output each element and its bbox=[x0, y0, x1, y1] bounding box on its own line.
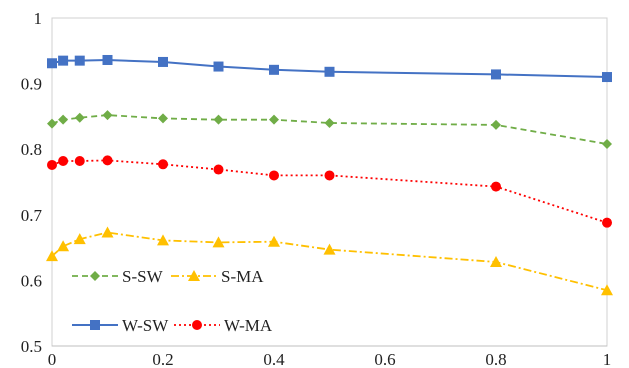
data-point-w-sw bbox=[58, 55, 69, 66]
data-point-s-ma bbox=[157, 234, 169, 246]
data-point-w-ma bbox=[158, 159, 168, 170]
y-tick-label: 0.6 bbox=[21, 271, 42, 290]
data-point-w-ma bbox=[269, 170, 279, 181]
data-point-w-sw bbox=[269, 64, 279, 75]
legend-item-w-ma: W-MA bbox=[174, 316, 273, 335]
data-point-s-ma bbox=[101, 226, 114, 238]
data-point-s-sw bbox=[58, 114, 69, 125]
data-point-w-ma bbox=[324, 170, 335, 181]
series-s-sw bbox=[47, 110, 612, 149]
data-point-w-sw bbox=[324, 66, 335, 77]
legend-marker-s-ma bbox=[188, 270, 200, 281]
series-s-ma bbox=[46, 226, 613, 296]
y-tick-label: 0.9 bbox=[21, 75, 42, 94]
y-axis-ticks: 0.5 0.6 0.7 0.8 0.9 1 bbox=[21, 9, 43, 356]
data-point-s-ma bbox=[46, 250, 58, 262]
data-point-w-ma bbox=[602, 217, 612, 228]
data-point-s-sw bbox=[158, 113, 168, 124]
data-point-s-ma bbox=[73, 233, 86, 245]
data-point-w-ma bbox=[74, 156, 85, 167]
data-point-s-sw bbox=[74, 112, 85, 123]
legend-label: W-MA bbox=[224, 316, 273, 335]
data-point-w-sw bbox=[213, 61, 224, 72]
data-point-s-ma bbox=[268, 235, 280, 247]
legend-marker-s-sw bbox=[90, 271, 100, 281]
data-point-w-sw bbox=[158, 56, 168, 67]
x-tick-label: 0 bbox=[48, 350, 57, 368]
x-tick-label: 0.6 bbox=[374, 350, 395, 368]
data-point-s-sw bbox=[269, 114, 279, 125]
y-tick-label: 0.8 bbox=[21, 140, 42, 159]
x-tick-label: 1 bbox=[603, 350, 612, 368]
data-point-s-sw bbox=[47, 118, 57, 129]
series-line-s-sw bbox=[51, 114, 608, 145]
series-layer bbox=[46, 54, 613, 296]
series-line-w-ma bbox=[51, 159, 608, 224]
x-axis-ticks: 0 0.2 0.4 0.6 0.8 1 bbox=[48, 350, 612, 368]
legend-marker-w-sw bbox=[90, 320, 100, 330]
data-point-s-sw bbox=[602, 138, 612, 149]
data-point-s-sw bbox=[213, 114, 224, 125]
y-tick-label: 0.7 bbox=[21, 206, 43, 225]
data-point-w-ma bbox=[102, 155, 113, 166]
legend: S-SW S-MA W-SW W-MA bbox=[72, 267, 273, 335]
plot-frame bbox=[51, 17, 608, 347]
y-tick-label: 1 bbox=[34, 9, 43, 28]
legend-label: S-SW bbox=[122, 267, 164, 286]
series-line-w-sw bbox=[51, 58, 608, 78]
x-tick-label: 0.2 bbox=[152, 350, 173, 368]
data-point-s-ma bbox=[323, 243, 336, 255]
data-point-w-sw bbox=[47, 58, 57, 69]
series-line-s-ma bbox=[51, 231, 608, 292]
legend-item-s-sw: S-SW bbox=[72, 267, 164, 286]
data-point-s-sw bbox=[324, 117, 335, 128]
legend-item-s-ma: S-MA bbox=[171, 267, 264, 286]
data-point-s-sw bbox=[491, 119, 501, 130]
legend-item-w-sw: W-SW bbox=[72, 316, 169, 335]
data-point-w-sw bbox=[602, 72, 612, 83]
data-point-s-ma bbox=[490, 256, 502, 268]
legend-marker-w-ma bbox=[192, 320, 202, 330]
x-tick-label: 0.4 bbox=[263, 350, 285, 368]
legend-label: S-MA bbox=[221, 267, 264, 286]
data-point-w-ma bbox=[491, 181, 501, 192]
data-point-s-ma bbox=[601, 284, 613, 296]
series-w-sw bbox=[47, 54, 612, 83]
legend-label: W-SW bbox=[122, 316, 169, 335]
data-point-s-ma bbox=[57, 240, 70, 252]
data-point-w-sw bbox=[102, 54, 113, 65]
data-point-s-ma bbox=[212, 236, 225, 248]
data-point-w-sw bbox=[491, 69, 501, 80]
x-tick-label: 0.8 bbox=[485, 350, 506, 368]
data-point-s-sw bbox=[102, 110, 113, 121]
data-point-w-ma bbox=[213, 164, 224, 175]
data-point-w-ma bbox=[58, 156, 69, 167]
y-tick-label: 0.5 bbox=[21, 337, 42, 356]
data-point-w-sw bbox=[74, 55, 85, 66]
series-w-ma bbox=[47, 155, 612, 228]
data-point-w-ma bbox=[47, 159, 57, 170]
